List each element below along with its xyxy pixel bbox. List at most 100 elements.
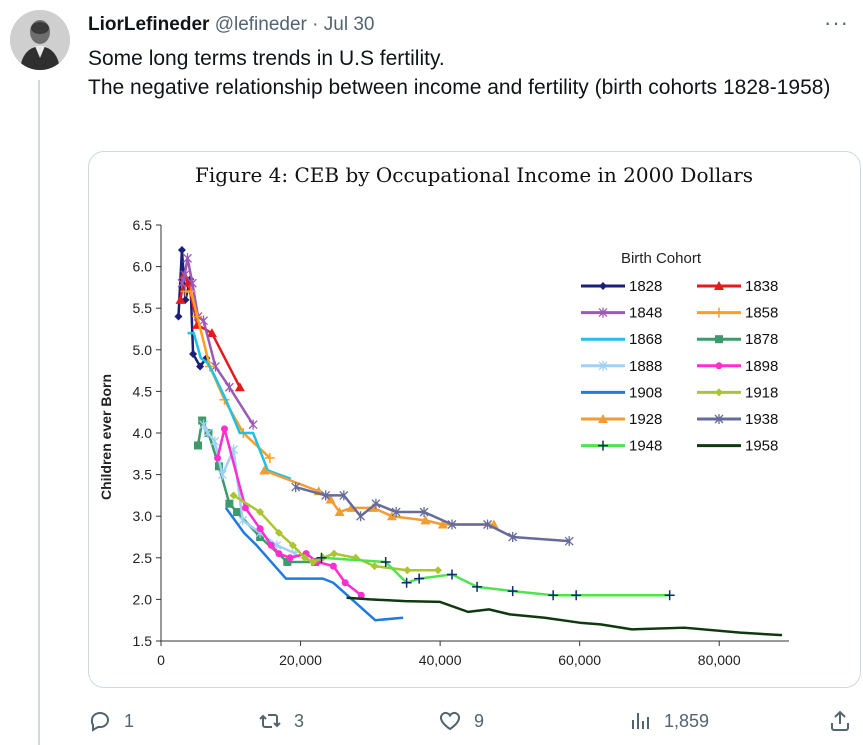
data-point-1948 (664, 590, 675, 601)
more-icon[interactable]: ··· (824, 10, 849, 35)
data-point-1878 (198, 416, 207, 425)
x-tick-label: 60,000 (558, 652, 601, 668)
y-tick-label: 5.5 (133, 300, 153, 316)
data-point-1828 (177, 245, 186, 254)
thread-line (38, 80, 40, 745)
like-count: 9 (474, 710, 485, 731)
legend-label: 1858 (745, 305, 778, 322)
tweet-text-line-1: Some long terms trends in U.S fertility. (88, 47, 445, 70)
data-point-1948 (507, 586, 518, 597)
data-point-1918 (229, 491, 238, 500)
series-line-1928 (263, 469, 494, 526)
data-point-1838 (206, 328, 217, 338)
legend-item-1878: 1878 (697, 331, 778, 348)
share-button[interactable] (828, 704, 863, 738)
data-point-1878 (233, 508, 242, 517)
data-point-1918 (274, 528, 283, 537)
series-1948 (316, 552, 675, 601)
x-tick-label: 40,000 (419, 652, 462, 668)
data-point-1938 (508, 532, 518, 542)
series-1898 (214, 425, 365, 599)
legend-marker (598, 414, 608, 423)
legend-item-1848: 1848 (581, 305, 662, 322)
legend-item-1938: 1938 (697, 411, 778, 428)
reply-button[interactable]: 1 (88, 704, 134, 738)
data-point-1938 (564, 536, 574, 547)
data-point-1888 (217, 469, 227, 480)
retweet-count: 3 (294, 710, 305, 731)
series-1828 (174, 245, 211, 371)
reply-count: 1 (124, 710, 135, 731)
data-point-1948 (472, 581, 483, 592)
series-1938 (291, 482, 574, 547)
data-point-1918 (434, 566, 443, 575)
legend-marker (714, 307, 724, 318)
data-point-1918 (330, 549, 339, 558)
data-point-1938 (447, 519, 457, 530)
data-point-1848 (180, 269, 190, 280)
y-tick-label: 3.0 (133, 508, 153, 524)
fertility-chart: Figure 4: CEB by Occupational Income in … (98, 163, 789, 668)
user-handle[interactable]: @lefineder (214, 14, 307, 35)
tweet-date[interactable]: Jul 30 (323, 14, 375, 35)
series-1908 (224, 507, 404, 622)
data-point-1938 (391, 507, 401, 518)
y-tick-label: 4.5 (133, 383, 153, 399)
data-point-1848 (248, 419, 258, 430)
data-point-1898 (220, 425, 228, 433)
legend-marker (714, 281, 724, 290)
views-icon (632, 713, 649, 729)
y-tick-label: 1.5 (133, 633, 153, 649)
data-point-1888 (210, 436, 220, 447)
data-point-1848 (187, 278, 197, 289)
share-icon (831, 710, 849, 731)
legend-item-1958: 1958 (697, 438, 778, 455)
legend-label: 1898 (745, 358, 778, 375)
data-point-1918 (256, 508, 265, 517)
heart-icon (439, 711, 461, 731)
tweet-image[interactable]: Figure 4: CEB by Occupational Income in … (88, 151, 861, 688)
data-point-1898 (329, 562, 337, 570)
data-point-1848 (183, 253, 192, 264)
data-point-1918 (370, 562, 379, 571)
series-1958 (346, 596, 783, 637)
data-point-1918 (309, 557, 318, 566)
retweet-button[interactable]: 3 (258, 704, 304, 738)
data-point-1928 (437, 519, 448, 529)
legend-label: 1958 (745, 438, 778, 455)
avatar[interactable] (10, 10, 70, 70)
data-point-1948 (401, 577, 412, 588)
data-point-1938 (483, 519, 493, 530)
like-button[interactable]: 9 (438, 704, 484, 738)
data-point-1838 (175, 294, 186, 304)
data-point-1948 (446, 569, 457, 580)
legend-label: 1908 (629, 384, 662, 401)
series-line-1868 (187, 331, 292, 480)
legend-marker (598, 440, 608, 451)
data-point-1858 (186, 286, 197, 297)
data-point-1938 (321, 490, 331, 501)
legend-item-1928: 1928 (581, 411, 662, 428)
chart-legend: Birth Cohort 1828 1838 1848 1858 1868 1878 1888… (581, 250, 778, 455)
y-tick-label: 2.0 (133, 591, 153, 607)
data-point-1838 (234, 382, 245, 392)
data-point-1848 (199, 315, 209, 326)
data-point-1948 (414, 573, 425, 584)
views-button[interactable]: 1,859 (628, 704, 709, 738)
series-line-1908 (224, 507, 404, 622)
data-point-1928 (325, 494, 336, 504)
data-point-1938 (356, 511, 366, 522)
y-tick-label: 6.5 (133, 217, 153, 233)
data-point-1898 (214, 454, 222, 462)
series-1928 (259, 465, 499, 529)
legend-label: 1878 (745, 331, 778, 348)
tweet-text: Some long terms trends in U.S fertility.… (88, 44, 858, 102)
chart-title: Figure 4: CEB by Occupational Income in … (195, 163, 753, 187)
legend-title: Birth Cohort (621, 250, 702, 267)
data-point-1938 (291, 482, 301, 493)
y-tick-label: 6.0 (133, 259, 153, 275)
views-count: 1,859 (664, 710, 710, 731)
data-point-1888 (199, 419, 209, 430)
display-name[interactable]: LiorLefineder (88, 14, 210, 35)
data-point-1928 (420, 515, 431, 525)
